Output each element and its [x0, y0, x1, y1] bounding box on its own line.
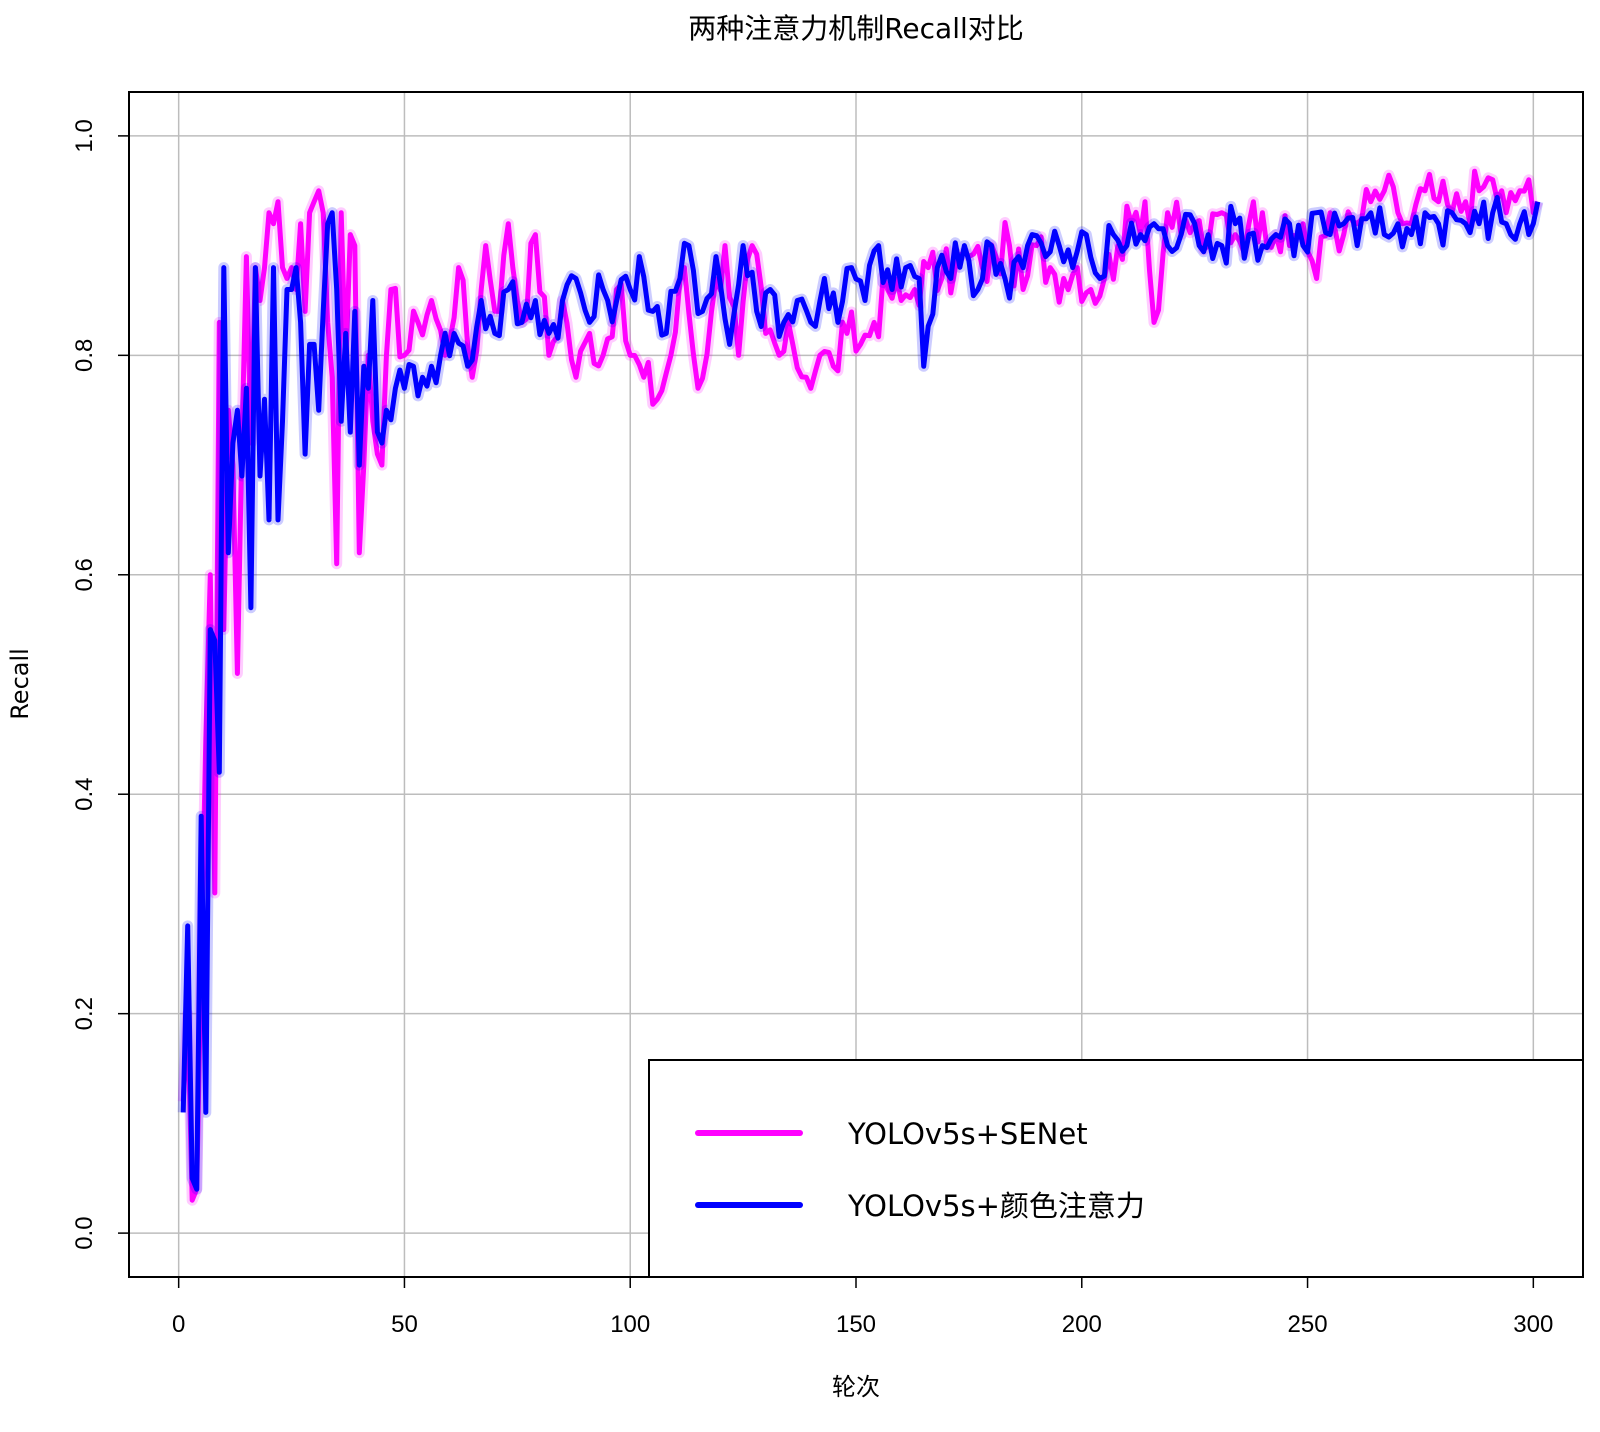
y-tick-label: 1.0 — [71, 119, 98, 152]
x-tick-label: 100 — [610, 1311, 650, 1338]
y-tick-label: 0.0 — [71, 1216, 98, 1249]
x-tick-label: 150 — [836, 1311, 876, 1338]
legend-label-senet: YOLOv5s+SENet — [847, 1117, 1088, 1151]
x-tick-label: 250 — [1288, 1311, 1328, 1338]
y-tick-label: 0.4 — [71, 778, 98, 811]
legend-label-color-attention: YOLOv5s+颜色注意力 — [847, 1189, 1145, 1223]
legend-box — [648, 1059, 1584, 1278]
x-tick-label: 200 — [1062, 1311, 1102, 1338]
y-axis-label: Recall — [6, 648, 34, 720]
x-tick-label: 300 — [1513, 1311, 1553, 1338]
series-line-senet — [180, 168, 1541, 1203]
x-axis: 0 50 100 150 200 250 300 — [172, 1276, 1553, 1338]
series-line-color-attention — [180, 194, 1541, 1192]
x-tick-label: 50 — [391, 1311, 418, 1338]
x-tick-label: 0 — [172, 1311, 185, 1338]
y-axis: 0.0 0.2 0.4 0.6 0.8 1.0 — [71, 119, 130, 1250]
y-tick-label: 0.6 — [71, 558, 98, 591]
y-tick-label: 0.8 — [71, 339, 98, 372]
legend: YOLOv5s+SENet YOLOv5s+颜色注意力 — [648, 1059, 1584, 1278]
chart-title: 两种注意力机制Recall对比 — [688, 12, 1024, 45]
series-layer — [177, 165, 1544, 1206]
y-tick-label: 0.2 — [71, 997, 98, 1030]
x-axis-label: 轮次 — [832, 1373, 880, 1401]
